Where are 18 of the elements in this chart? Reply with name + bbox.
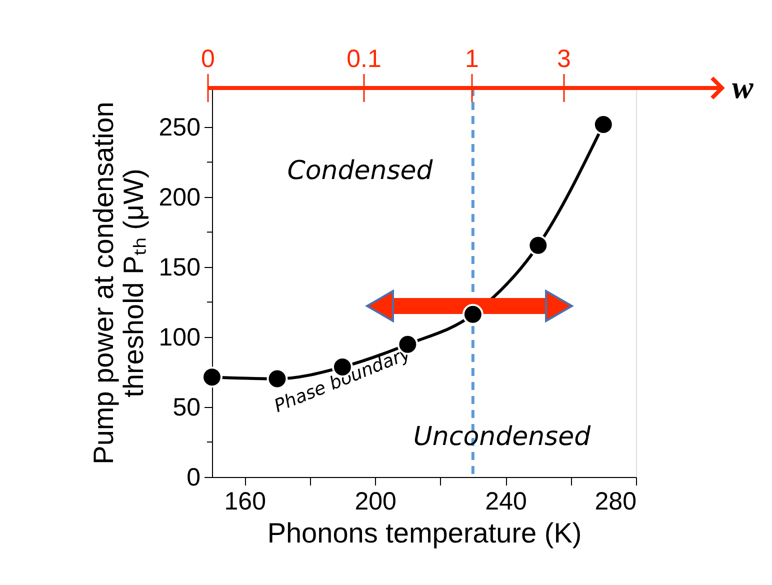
x-tick-label: 240 (485, 488, 527, 516)
x2-axis-title: w (732, 69, 754, 105)
x-axis-title: Phonons temperature (K) (267, 518, 582, 548)
y-tick-label: 100 (158, 324, 200, 352)
y-tick-label: 200 (158, 184, 200, 212)
y-tick-label: 150 (158, 254, 200, 282)
x-tick-label: 280 (594, 488, 636, 516)
x-tick-label: 200 (354, 488, 396, 516)
x-tick-label: 160 (224, 488, 266, 516)
annotation: Condensed (287, 156, 434, 186)
text: 3 (557, 45, 571, 73)
y-tick-label: 0 (186, 464, 200, 492)
y-axis-title: Pump power at condensation threshold Pₜₕ (μW) (88, 102, 149, 464)
text: 1 (465, 45, 479, 73)
annotation: Uncondensed (413, 422, 592, 452)
y-tick-label: 250 (158, 114, 200, 142)
text: 0.1 (346, 45, 382, 73)
y-tick-label: 50 (172, 394, 200, 422)
